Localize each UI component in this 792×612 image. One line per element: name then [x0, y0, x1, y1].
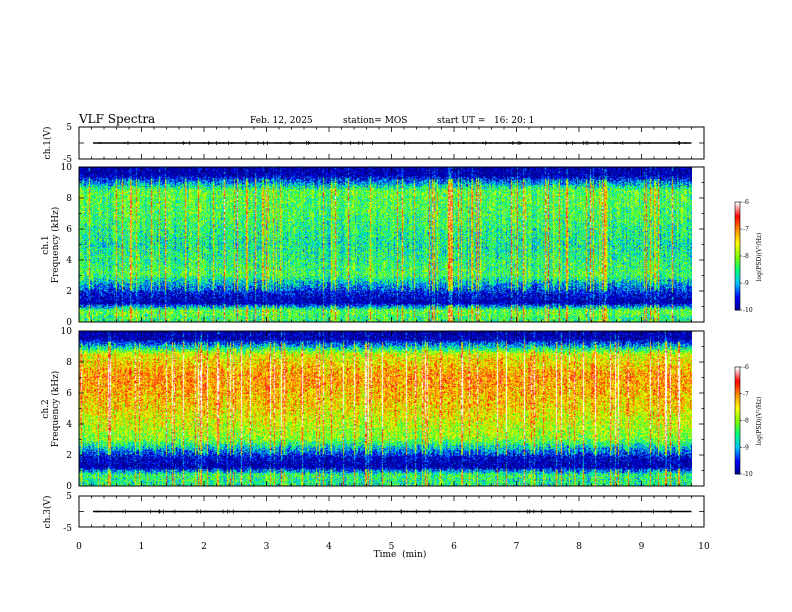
colorbar-tick-label: -8	[743, 253, 749, 260]
y-tick-label: 2	[66, 451, 72, 461]
figure-title: VLF Spectra	[78, 112, 155, 126]
ch1-waveform-panel: 5 -5 ch.1(V)	[42, 123, 72, 165]
y-tick-label: 10	[61, 327, 73, 337]
y-tick-label: 8	[66, 194, 72, 204]
x-tick-label: 4	[326, 542, 332, 552]
time-axis-label: Time (min)	[374, 549, 427, 560]
ch1-spectrogram-image	[79, 167, 692, 322]
x-tick-label: 0	[76, 542, 82, 552]
y-tick-label: 4	[66, 256, 72, 266]
ch3-waveform-ylabel: ch.3(V)	[42, 496, 53, 529]
ch1-waveform-ylabel: ch.1(V)	[42, 127, 53, 160]
ch3-ytick-bottom: -5	[63, 524, 72, 534]
header-station: station= MOS	[343, 116, 407, 126]
ch1-colorbar: log(PSD)(V²/Hz) -6 -7 -8 -9 -10	[735, 199, 763, 314]
ch1-spectrogram-panel: 0 2 4 6 8 10 ch.1 Frequency (kHz)	[41, 163, 692, 328]
y-tick-label: 6	[66, 225, 72, 235]
x-tick-label: 1	[139, 542, 145, 552]
x-tick-label: 9	[639, 542, 645, 552]
ch1-colorbar-label: log(PSD)(V²/Hz)	[756, 233, 763, 282]
ch1-spectrogram-ylabel: Frequency (kHz)	[50, 207, 61, 284]
colorbar-tick-label: -6	[743, 364, 749, 371]
colorbar-tick-label: -7	[743, 226, 749, 233]
vlf-figure: VLF Spectra Feb. 12, 2025 station= MOS s…	[0, 0, 792, 612]
y-tick-label: 8	[66, 358, 72, 368]
colorbar-tick-label: -9	[743, 280, 749, 287]
ch2-spectrogram-image	[79, 331, 692, 486]
ch2-spectrogram-panel: 0 2 4 6 8 10 ch.2 Frequency (kHz)	[41, 327, 692, 492]
x-tick-label: 3	[264, 542, 270, 552]
x-tick-label: 8	[576, 542, 582, 552]
x-tick-label: 10	[698, 542, 710, 552]
ch3-waveform-panel: 5 -5 ch.3(V)	[42, 492, 72, 534]
colorbar-tick-label: -9	[743, 444, 749, 451]
colorbar-tick-label: -8	[743, 418, 749, 425]
colorbar-tick-label: -7	[743, 391, 749, 398]
y-tick-label: 10	[61, 163, 73, 173]
ch3-ytick-top: 5	[66, 492, 72, 502]
ch1-ytick-top: 5	[66, 123, 72, 133]
x-tick-label: 6	[451, 542, 457, 552]
ch2-spectrogram-ylabel: Frequency (kHz)	[50, 371, 61, 448]
y-tick-label: 2	[66, 287, 72, 297]
y-tick-label: 6	[66, 389, 72, 399]
header-date: Feb. 12, 2025	[250, 116, 313, 126]
x-tick-label: 5	[389, 542, 395, 552]
colorbar-tick-label: -10	[743, 307, 753, 314]
x-tick-label: 2	[201, 542, 207, 552]
y-tick-label: 4	[66, 420, 72, 430]
header-start-ut: start UT = 16: 20: 1	[437, 116, 534, 126]
ch1-spectrogram-ylabel-channel: ch.1	[41, 235, 51, 254]
ch2-colorbar: log(PSD)(V²/Hz) -6 -7 -8 -9 -10	[735, 364, 763, 478]
x-tick-label: 7	[514, 542, 520, 552]
ch2-spectrogram-ylabel-channel: ch.2	[41, 399, 51, 418]
ch2-colorbar-label: log(PSD)(V²/Hz)	[756, 397, 763, 446]
colorbar-tick-label: -6	[743, 199, 749, 206]
colorbar-tick-label: -10	[743, 471, 753, 478]
y-tick-label: 0	[66, 482, 72, 492]
time-axis: Time (min) 0 1 2 3 4 5 6 7 8 9 10	[76, 542, 710, 560]
